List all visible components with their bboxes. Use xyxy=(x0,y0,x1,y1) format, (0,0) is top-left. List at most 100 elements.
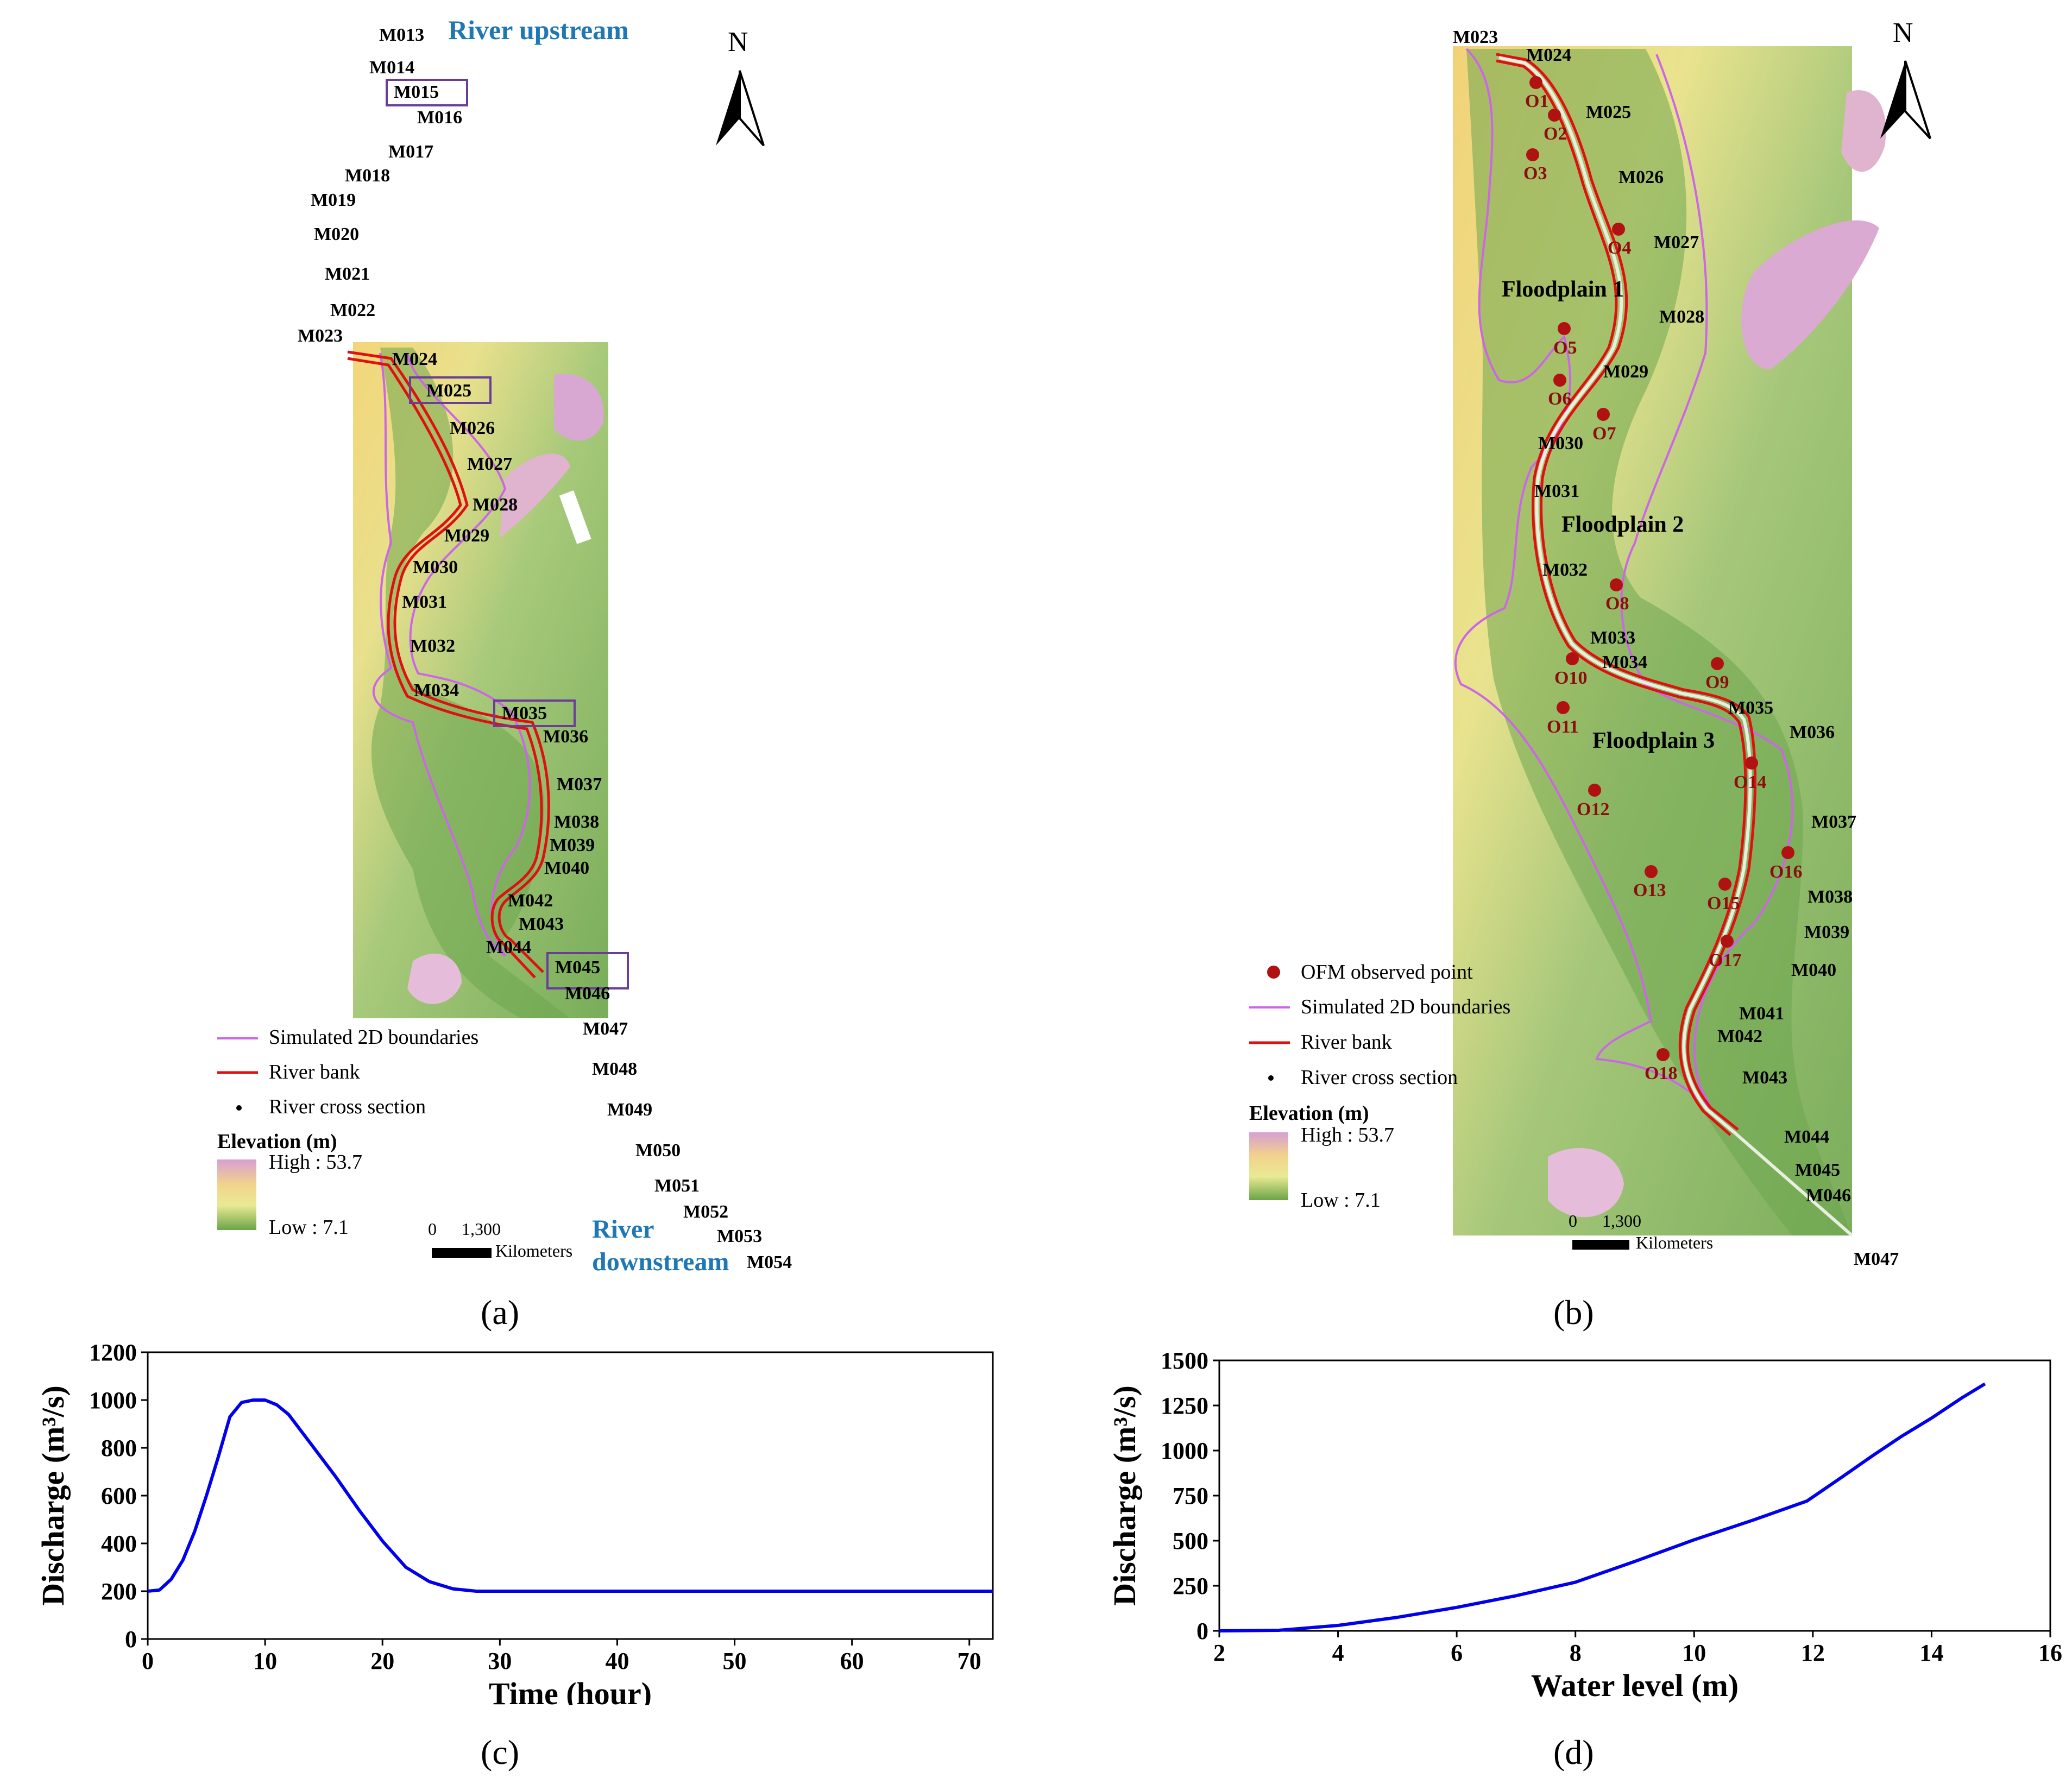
scale-zero-b: 0 xyxy=(1569,1211,1577,1231)
y-tick-label: 1500 xyxy=(1161,1347,1208,1374)
legend-elev-title-b: Elevation (m) xyxy=(1249,1102,1369,1125)
cross-section-label: M020 xyxy=(314,224,360,244)
observed-point-label: O14 xyxy=(1734,772,1767,792)
cross-section-label: M050 xyxy=(635,1140,681,1161)
observed-point xyxy=(1553,374,1566,387)
cross-section-label: M036 xyxy=(543,727,589,747)
cross-section-label: M013 xyxy=(379,25,425,45)
observed-point-label: O6 xyxy=(1548,389,1572,409)
y-tick-label: 1200 xyxy=(89,1339,137,1366)
x-tick-label: 10 xyxy=(1682,1640,1706,1666)
river-bank-b-2 xyxy=(1496,59,1747,1136)
cross-section-label: M045 xyxy=(1795,1160,1841,1180)
highland-pink-3 xyxy=(407,953,462,1004)
highland-pink-2 xyxy=(500,453,570,538)
river-bank-a-1 xyxy=(347,350,550,973)
cross-section-label: M044 xyxy=(1784,1127,1830,1147)
north-label-a: N xyxy=(728,27,748,58)
x-tick-label: 14 xyxy=(1919,1640,1943,1666)
legend-section-swatch-b xyxy=(1268,1075,1274,1081)
cross-section-label: M027 xyxy=(467,454,513,474)
x-tick-label: 50 xyxy=(723,1648,747,1674)
observed-point-label: O1 xyxy=(1525,91,1549,111)
cross-section-label: M045 xyxy=(555,957,601,978)
x-tick-label: 40 xyxy=(605,1648,629,1674)
highland-pink-b3 xyxy=(1548,1148,1624,1218)
highland-pink-b1 xyxy=(1741,220,1879,369)
scale-value-b: 1,300 xyxy=(1602,1211,1641,1231)
cross-section-label: M040 xyxy=(544,858,590,878)
highlight-box-m045 xyxy=(546,952,629,989)
cross-section-label: M035 xyxy=(502,703,547,723)
cross-section-label: M044 xyxy=(486,937,532,957)
chart-c: 0 10 20 30 40 50 60 70 0 200 400 600 800 1000 1200 Time… xyxy=(35,1339,994,1705)
legend-section-swatch-a xyxy=(236,1105,242,1111)
observed-points xyxy=(1526,76,1794,1061)
x-tick-label: 0 xyxy=(142,1648,154,1674)
observed-point-label: O7 xyxy=(1592,424,1616,444)
y-axis-label: Discharge (m³/s) xyxy=(35,1385,71,1606)
downstream-label-1: River xyxy=(592,1215,654,1244)
cross-section-label: M018 xyxy=(345,166,391,186)
cross-section-label: M014 xyxy=(369,58,415,78)
valley-floor xyxy=(371,348,570,1018)
observed-point xyxy=(1597,408,1610,421)
panel-d: 2 4 6 8 10 12 14 16 0 250 500 750 1000 1250 1500 Water … xyxy=(1032,1325,2072,1784)
y-tick-label: 1000 xyxy=(89,1387,137,1414)
x-tick-label: 10 xyxy=(253,1648,277,1674)
cross-section-label: M043 xyxy=(1742,1068,1788,1088)
observed-point xyxy=(1548,109,1561,122)
cross-section-label: M027 xyxy=(1654,232,1699,253)
observed-point xyxy=(1718,878,1731,891)
floodplain-label: Floodplain 2 xyxy=(1561,512,1684,537)
caption-a: (a) xyxy=(481,1293,520,1332)
cross-section-label: M049 xyxy=(607,1100,653,1120)
cross-section-label: M042 xyxy=(1717,1026,1763,1047)
legend-elev-ramp-b xyxy=(1249,1132,1288,1200)
cross-section-label: M031 xyxy=(402,592,448,612)
cross-section-label: M033 xyxy=(1590,628,1636,648)
observed-point-label: O17 xyxy=(1709,950,1742,970)
observed-point xyxy=(1558,322,1571,335)
cross-section-label: M048 xyxy=(592,1059,638,1079)
river-bank-a-2 xyxy=(347,357,543,979)
cross-section-label: M051 xyxy=(654,1176,700,1196)
floodplain-label: Floodplain 3 xyxy=(1592,728,1715,753)
cross-section-label: M032 xyxy=(410,636,456,656)
observed-point-label: O11 xyxy=(1547,717,1579,737)
observed-point-label: O10 xyxy=(1554,668,1588,688)
observed-point-label: O13 xyxy=(1633,880,1666,900)
legend-section-b: River cross section xyxy=(1301,1066,1458,1089)
highlight-box-m025 xyxy=(409,376,492,404)
caption-d: (d) xyxy=(1553,1733,1594,1772)
cross-section-label: M023 xyxy=(1453,27,1498,47)
north-arrow-b xyxy=(1880,60,1931,140)
observed-point-label: O16 xyxy=(1769,862,1803,882)
cross-section-label: M041 xyxy=(1739,1004,1785,1024)
highland-pink-b2 xyxy=(1841,90,1886,172)
cross-section-label: M017 xyxy=(388,142,434,162)
x-tick-label: 70 xyxy=(958,1648,981,1674)
simulated-boundary-b xyxy=(1454,48,1794,1109)
observed-point-label: O4 xyxy=(1608,238,1632,258)
cross-section-label: M046 xyxy=(1806,1186,1851,1206)
chart-d: 2 4 6 8 10 12 14 16 0 250 500 750 1000 1250 1500 Water … xyxy=(1107,1347,2062,1703)
series-line xyxy=(147,1398,993,1593)
cross-section-label: M054 xyxy=(747,1252,792,1272)
scale-bar-b xyxy=(1572,1240,1629,1250)
white-patch xyxy=(559,490,591,544)
x-tick-label: 16 xyxy=(2038,1640,2062,1666)
observed-point xyxy=(1557,701,1570,714)
cross-section-label: M028 xyxy=(1659,307,1705,327)
legend-boundary-a: Simulated 2D boundaries xyxy=(269,1026,479,1049)
legend-boundary-b: Simulated 2D boundaries xyxy=(1301,995,1511,1018)
legend-elev-title-a: Elevation (m) xyxy=(217,1130,337,1153)
cross-section-label: M039 xyxy=(550,835,595,855)
x-tick-label: 12 xyxy=(1801,1640,1825,1666)
observed-point xyxy=(1566,652,1579,665)
panel-a-map xyxy=(217,70,765,1258)
cross-section-label: M021 xyxy=(325,264,370,284)
legend-bank-a: River bank xyxy=(269,1061,360,1083)
highland-pink xyxy=(554,374,604,441)
cross-section-label: M034 xyxy=(1602,652,1648,672)
